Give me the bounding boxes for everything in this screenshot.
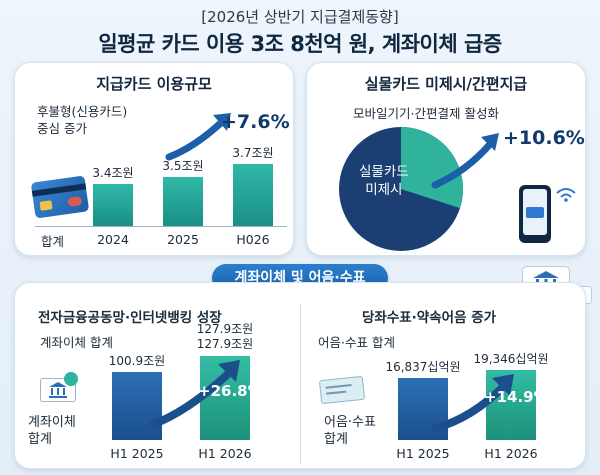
pie-label: 실물카드 미제시 (359, 164, 409, 198)
bar-value-label: 127.9조원 127.9조원 (196, 322, 254, 351)
checks-pct: +14.9% (484, 388, 549, 406)
transfer-side-label: 계좌이체 합계 (28, 415, 76, 447)
transfer-label: 계좌이체 합계 (40, 335, 113, 350)
card-usage-panel: 지급카드 이용규모 후불형(신용카드) 중심 증가 +7.6% 합계 3.4조원… (14, 62, 294, 256)
transfer-badge-icon (64, 372, 78, 386)
panel-divider (300, 304, 301, 464)
growth-arrow-icon (432, 374, 514, 432)
bar-value-label: 16,837십억원 (385, 359, 461, 374)
bar-category-label: H1 2025 (110, 446, 164, 461)
pie-chart (339, 127, 463, 251)
card-type-title: 실물카드 미제시/간편지급 (364, 75, 528, 93)
bar-category-label: H1 2026 (198, 446, 252, 461)
card-usage-note: 후불형(신용카드) 중심 증가 (37, 104, 128, 136)
card-usage-pct: +7.6% (221, 111, 290, 133)
bar-value-label: 3.7조원 (232, 146, 274, 160)
check-icon (318, 375, 366, 405)
bar-category-label: H1 2026 (484, 446, 538, 461)
card-type-pct: +10.6% (503, 127, 585, 149)
bar-value-label: 19,346십억원 (473, 352, 549, 366)
page-title: 일평균 카드 이용 3조 8천억 원, 계좌이체 급증 (98, 32, 502, 56)
transfer-title: 전자금융공동망·인터넷뱅킹 성장 (38, 310, 222, 326)
bar-category-label: 2024 (97, 232, 129, 247)
checks-side-label: 어음·수표 합계 (324, 415, 376, 447)
bar-value-label: 3.4조원 (92, 165, 134, 180)
credit-card-icon (30, 175, 90, 219)
pie-slice-minor (401, 127, 463, 209)
smartphone-icon (519, 185, 551, 243)
wifi-icon (556, 188, 576, 202)
bar-value-label: 3.5조원 (162, 159, 204, 173)
bar-0 (112, 371, 162, 440)
card-usage-title: 지급카드 이용규모 (96, 75, 212, 93)
growth-arrow-icon (150, 360, 240, 428)
growth-arrow-icon (165, 113, 231, 161)
bar-category-label: H026 (236, 232, 270, 247)
card-type-note: 모바일기기·간편결제 활성화 (353, 106, 499, 121)
bar-value-label: 100.9조원 (108, 353, 166, 368)
bar-1 (163, 177, 203, 226)
header-subtitle: [2026년 상반기 지급결제동향] (201, 8, 399, 26)
checks-title: 당좌수표·약속어음 증가 (362, 310, 497, 326)
bar-category-label: 2025 (167, 232, 199, 247)
bar-0 (93, 183, 133, 226)
bar-category-label: H1 2025 (396, 446, 450, 461)
card-type-panel: 실물카드 미제시/간편지급 모바일기기·간편결제 활성화 실물카드 미제시 +1… (306, 62, 586, 256)
transfer-pct: +26.8% (198, 382, 263, 400)
checks-label: 어음·수표 합계 (318, 335, 395, 350)
card-axis-label: 합계 (41, 234, 65, 249)
growth-arrow-icon (431, 133, 499, 189)
bar-2 (233, 164, 273, 226)
card-axis-line (35, 226, 287, 227)
